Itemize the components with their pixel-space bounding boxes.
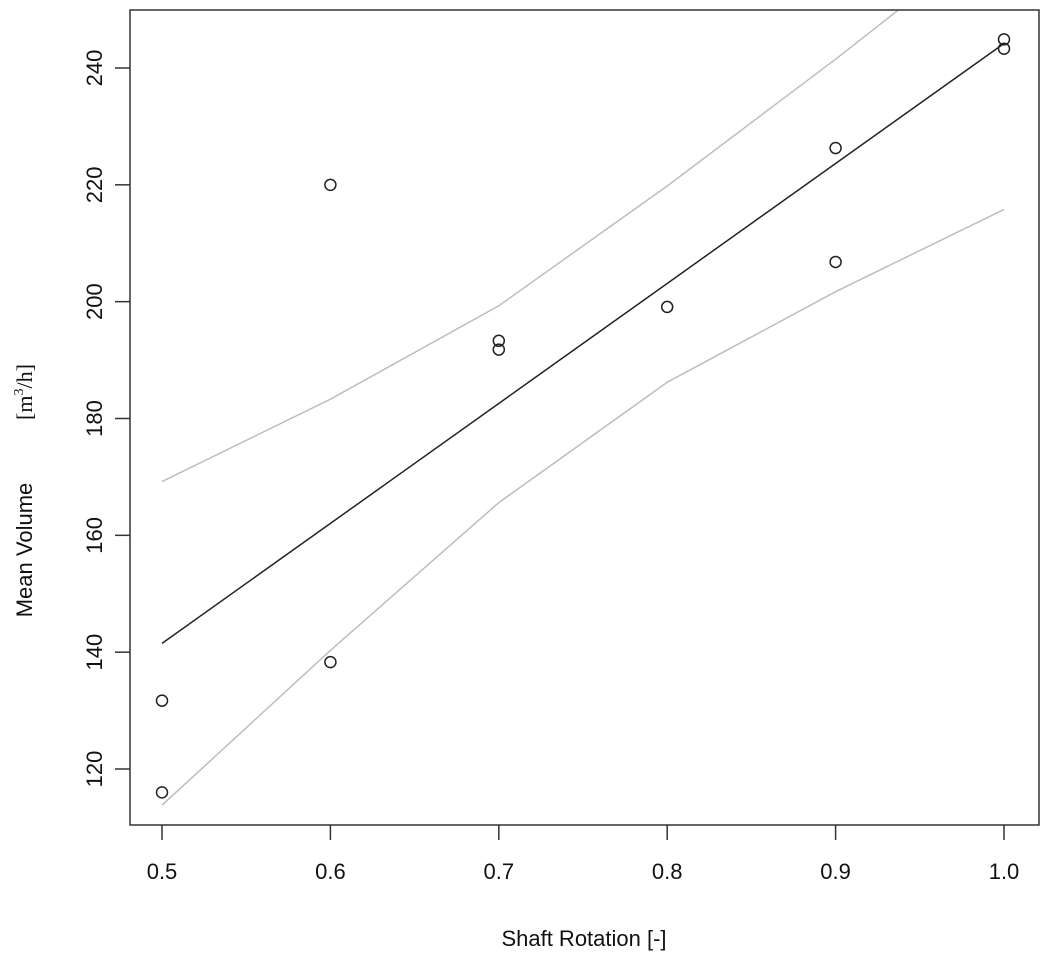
x-tick-label: 0.8 [652, 859, 683, 884]
x-tick-label: 0.9 [820, 859, 851, 884]
y-tick-label: 140 [82, 634, 107, 671]
y-tick-label: 120 [82, 751, 107, 788]
x-tick-label: 0.7 [484, 859, 515, 884]
y-unit-suffix: /h] [12, 364, 37, 388]
y-unit-prefix: [m [12, 396, 37, 420]
y-axis-unit: [m3/h] [12, 364, 37, 420]
y-tick-label: 200 [82, 283, 107, 320]
data-point [829, 255, 842, 269]
y-axis-title: Mean Volume [12, 483, 37, 618]
x-axis-title: Shaft Rotation [-] [501, 926, 666, 951]
data-point [660, 300, 674, 314]
upper-confidence-band [161, 10, 900, 483]
plot-frame [129, 9, 1040, 826]
data-point [829, 141, 842, 155]
lower-confidence-band [161, 208, 1005, 806]
y-tick-label: 220 [82, 166, 107, 203]
data-point [492, 343, 506, 356]
regression-line [161, 42, 1005, 645]
data-point [155, 786, 169, 799]
y-tick-label: 160 [82, 517, 107, 554]
data-point [324, 655, 337, 669]
y-unit-superscript: 3 [12, 389, 27, 396]
data-point [155, 694, 169, 707]
x-tick-label: 0.6 [315, 859, 346, 884]
y-tick-label: 180 [82, 400, 107, 437]
x-tick-label: 0.5 [147, 859, 178, 884]
data-point [997, 42, 1011, 55]
data-point [997, 33, 1011, 46]
x-tick-label: 1.0 [989, 859, 1020, 884]
y-tick-label: 240 [82, 50, 107, 87]
data-point [492, 334, 506, 348]
data-point [324, 178, 337, 192]
